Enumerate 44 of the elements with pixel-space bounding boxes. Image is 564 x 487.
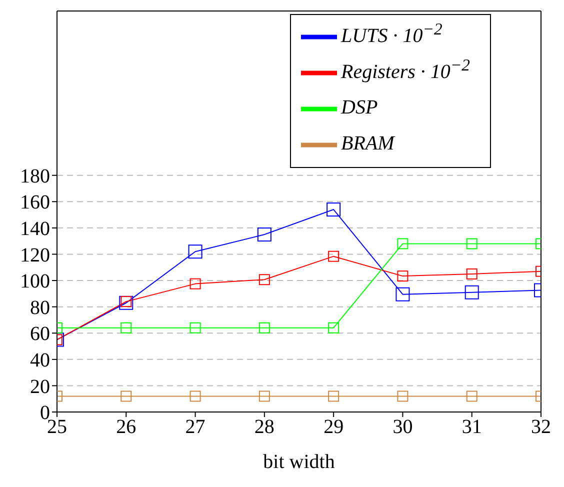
point	[190, 390, 201, 402]
y-tick-label: 100	[20, 270, 50, 293]
point	[328, 250, 340, 262]
x-tick-label: 28	[254, 416, 274, 438]
point	[258, 322, 270, 334]
point	[120, 390, 132, 402]
point	[120, 296, 132, 308]
legend-label: BRAM	[341, 132, 394, 155]
legend-label: LUTS · 10$^{−2}$	[341, 19, 442, 47]
y-tick-label: 140	[20, 218, 50, 240]
point	[396, 287, 410, 302]
point	[190, 322, 201, 334]
point	[328, 322, 340, 334]
point	[397, 238, 408, 250]
point	[190, 278, 201, 290]
x-tick-label: 32	[531, 416, 551, 438]
y-tick-label: 40	[30, 350, 50, 372]
point	[258, 390, 270, 402]
x-axis-title: bit width	[263, 451, 335, 473]
x-tick-label: 31	[462, 416, 482, 438]
point	[257, 228, 272, 242]
point	[397, 390, 408, 402]
y-tick-label: 20	[30, 376, 50, 398]
legend-label: DSP	[341, 96, 378, 119]
y-tick-label: 80	[30, 296, 50, 319]
point	[120, 322, 132, 334]
x-tick-label: 30	[392, 416, 413, 438]
legend-label: Registers · 10$^{−2}$	[341, 55, 470, 83]
point	[466, 238, 478, 250]
y-tick-label: 120	[20, 244, 50, 266]
y-tick-label: 180	[20, 165, 50, 188]
x-tick-label: 29	[324, 416, 344, 438]
point	[397, 270, 408, 282]
point	[326, 202, 341, 217]
point	[188, 244, 202, 259]
point	[258, 274, 270, 286]
point	[464, 285, 479, 300]
point	[466, 268, 478, 280]
x-tick-label: 26	[116, 416, 136, 438]
y-tick-label: 60	[30, 323, 50, 346]
x-tick-label: 27	[185, 416, 206, 438]
point	[466, 390, 478, 402]
point	[328, 390, 340, 402]
y-tick-label: 160	[20, 192, 50, 214]
